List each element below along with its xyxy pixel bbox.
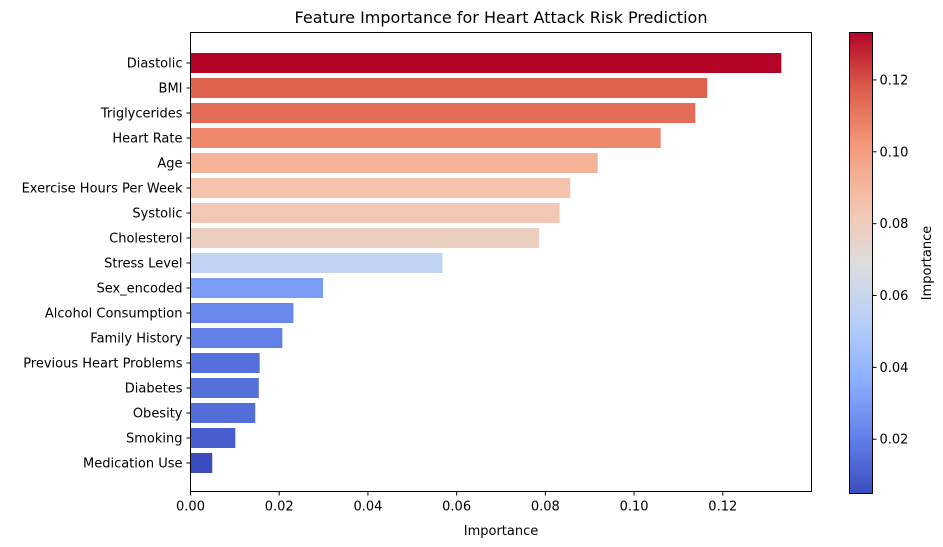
bar-systolic [190,203,560,223]
bar-bmi [190,78,708,98]
y-tick-label: Heart Rate [112,132,182,147]
y-tick-label: Previous Heart Problems [23,357,183,372]
y-tick-label: Smoking [126,432,183,447]
x-axis-label: Importance [464,524,539,539]
y-tick-labels: Diastolic BMI Triglycerides Heart Rate Age Ex… [22,57,191,472]
chart-title: Feature Importance for Heart Attack Risk… [295,8,708,27]
y-tick-label: Systolic [132,207,182,222]
y-tick-label: Medication Use [83,457,183,472]
bars-layer [190,53,782,473]
y-tick-label: Diastolic [127,57,183,72]
bar-stress-level [190,253,443,273]
x-tick-label: 0.00 [176,500,205,515]
y-tick-label: Age [157,157,182,172]
bar-heart-rate [190,128,661,148]
colorbar-tick-label: 0.12 [880,73,909,88]
bar-smoking [190,428,236,448]
bar-previous-heart-problems [190,353,260,373]
bar-medication-use [190,453,213,473]
y-tick-label: Cholesterol [109,232,182,247]
plot-frame [190,32,812,492]
x-tick-label: 0.08 [531,500,560,515]
bar-obesity [190,403,256,423]
y-tick-label: Obesity [133,407,183,422]
y-tick-label: Sex_encoded [96,282,182,297]
y-tick-label: Diabetes [125,382,183,397]
y-tick-label: Family History [90,332,183,347]
x-tick-label: 0.02 [265,500,294,515]
y-tick-label: Stress Level [104,257,182,272]
y-tick-label: Triglycerides [100,107,183,122]
bar-cholesterol [190,228,540,248]
x-tick-label: 0.12 [708,500,737,515]
colorbar-label: Importance [920,226,935,301]
colorbar-tick-label: 0.08 [880,217,909,232]
bar-exercise-hours-per-week [190,178,571,198]
colorbar-gradient [849,32,873,494]
y-tick-label: BMI [159,82,183,97]
bar-triglycerides [190,103,696,123]
bar-diabetes [190,378,259,398]
x-axis: 0.00 0.02 0.04 0.06 0.08 0.10 0.12 [176,491,737,515]
bar-alcohol-consumption [190,303,294,323]
x-tick-label: 0.04 [353,500,382,515]
colorbar-tick-label: 0.02 [880,433,909,448]
x-tick-label: 0.10 [620,500,649,515]
bar-family-history [190,328,283,348]
bar-diastolic [190,53,782,73]
colorbar: 0.02 0.04 0.06 0.08 0.10 0.12 Importance [849,32,935,494]
bar-sex-encoded [190,278,324,298]
colorbar-tick-label: 0.04 [880,361,909,376]
colorbar-tick-label: 0.06 [880,289,909,304]
colorbar-tick-label: 0.10 [880,145,909,160]
colorbar-frame [849,32,873,494]
x-tick-label: 0.06 [442,500,471,515]
bar-age [190,153,598,173]
y-tick-label: Alcohol Consumption [45,307,183,322]
y-tick-label: Exercise Hours Per Week [22,182,183,197]
